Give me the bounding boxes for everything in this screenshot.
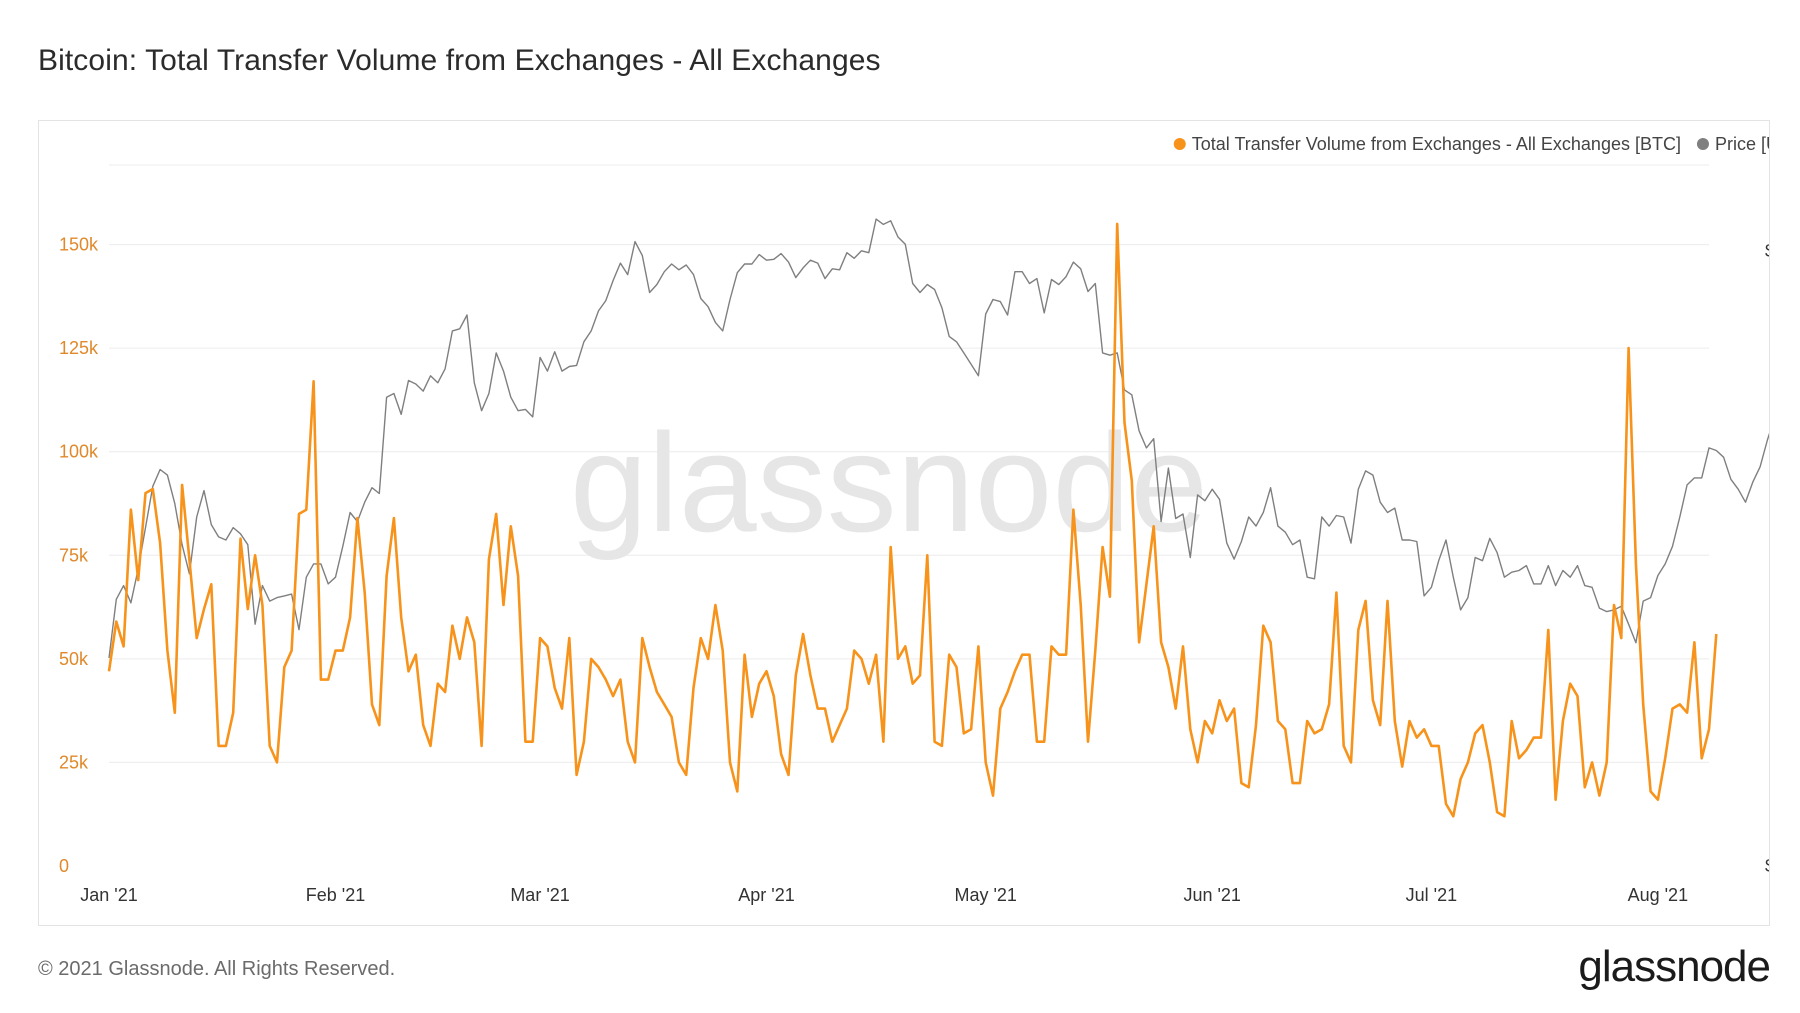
legend-label-price[interactable]: Price [USD] bbox=[1715, 134, 1769, 154]
grid-layer bbox=[109, 164, 1709, 763]
y-left-tick-label: 0 bbox=[59, 856, 69, 876]
y-left-tick-label: 75k bbox=[59, 545, 89, 565]
x-tick-label: Jan '21 bbox=[80, 885, 137, 905]
volume-series-line[interactable] bbox=[107, 222, 1718, 818]
y-left-tick-label: 125k bbox=[59, 338, 99, 358]
legend-marker-volume bbox=[1173, 138, 1186, 150]
glassnode-logo[interactable]: glassnode bbox=[1578, 942, 1771, 991]
y-left-tick-label: 50k bbox=[59, 649, 89, 669]
y-left-tick-label: 150k bbox=[59, 235, 99, 255]
chart-frame: glassnode 0 25k 50k 75k 100k 125k 150k $20k $60k… bbox=[38, 120, 1770, 926]
x-tick-label: Mar '21 bbox=[510, 885, 569, 905]
y-right-tick-label: $20k bbox=[1765, 856, 1769, 876]
y-left-tick-label: 25k bbox=[59, 752, 89, 772]
x-tick-label: Aug '21 bbox=[1628, 885, 1689, 905]
x-tick-label: Jun '21 bbox=[1183, 885, 1240, 905]
legend[interactable]: Total Transfer Volume from Exchanges - A… bbox=[1173, 134, 1769, 154]
volume-layer bbox=[107, 222, 1718, 818]
x-tick-label: Feb '21 bbox=[306, 885, 365, 905]
chart-svg: glassnode 0 25k 50k 75k 100k 125k 150k $20k $60k… bbox=[59, 134, 1769, 905]
x-tick-label: May '21 bbox=[954, 885, 1016, 905]
y-left-tick-label: 100k bbox=[59, 442, 99, 462]
chart-title: Bitcoin: Total Transfer Volume from Exch… bbox=[38, 44, 881, 77]
y-right-tick-label: $60k bbox=[1765, 241, 1769, 261]
price-layer bbox=[108, 218, 1769, 658]
copyright-text: © 2021 Glassnode. All Rights Reserved. bbox=[38, 958, 396, 980]
watermark: glassnode bbox=[570, 404, 1208, 561]
x-tick-label: Apr '21 bbox=[738, 885, 794, 905]
legend-marker-price bbox=[1696, 138, 1709, 150]
axis-layer: 0 25k 50k 75k 100k 125k 150k $20k $60k Jan '21 Feb… bbox=[59, 235, 1769, 905]
x-tick-label: Jul '21 bbox=[1406, 885, 1457, 905]
legend-label-volume[interactable]: Total Transfer Volume from Exchanges - A… bbox=[1192, 134, 1681, 154]
price-series-line[interactable] bbox=[108, 218, 1769, 658]
